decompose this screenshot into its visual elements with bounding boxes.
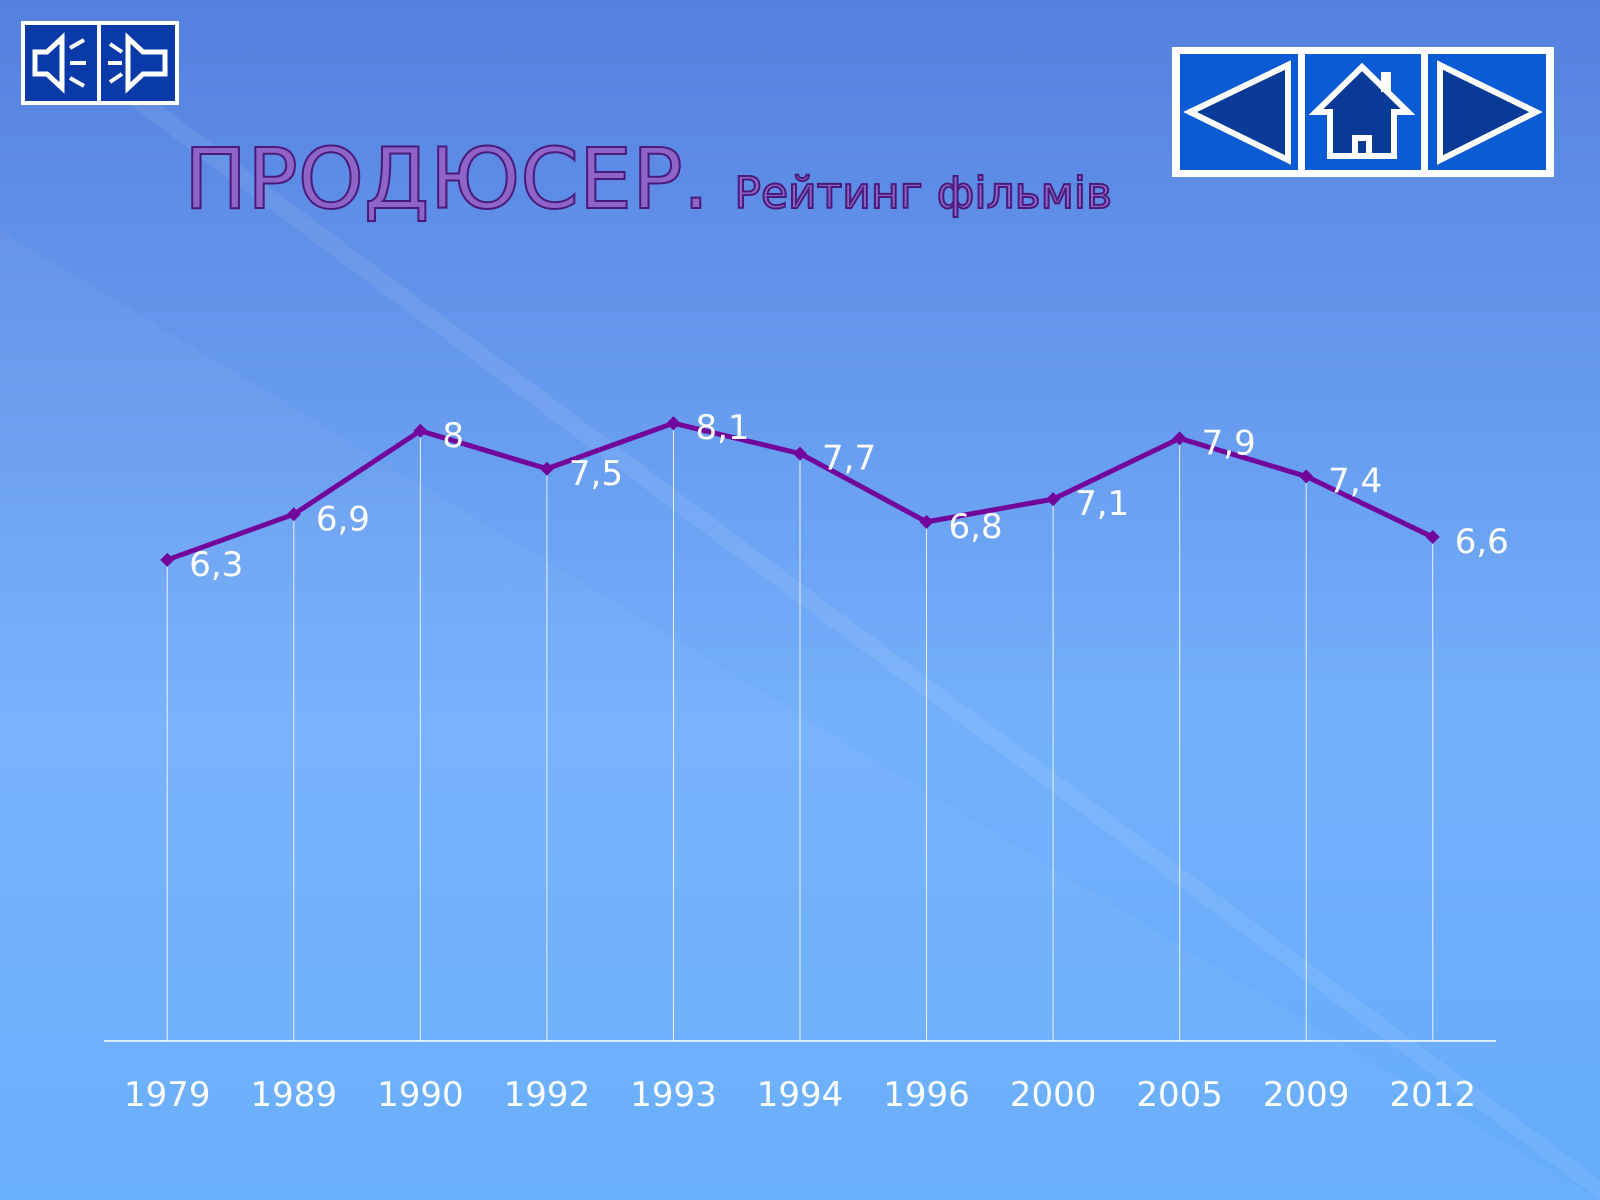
- marker: [286, 507, 301, 522]
- x-tick-label: 2009: [1263, 1075, 1350, 1115]
- marker: [793, 446, 807, 461]
- data-label: 7,9: [1202, 423, 1256, 463]
- data-label: 8: [442, 416, 464, 456]
- data-label: 7,1: [1075, 484, 1129, 524]
- marker: [160, 552, 175, 567]
- forward-button[interactable]: [1428, 54, 1546, 170]
- x-tick-label: 2012: [1389, 1075, 1476, 1115]
- marker: [1172, 431, 1187, 446]
- x-tick-label: 1996: [883, 1075, 970, 1115]
- data-label: 7,7: [822, 439, 876, 479]
- marker: [413, 423, 428, 438]
- title: ПРОДЮСЕР. Рейтинг фільмів: [184, 130, 1112, 228]
- data-label: 8,1: [695, 408, 749, 448]
- data-label: 6,9: [316, 499, 370, 539]
- data-label: 6,6: [1455, 522, 1509, 562]
- x-tick-label: 1992: [504, 1075, 591, 1115]
- marker: [1425, 530, 1440, 545]
- data-label: 7,4: [1328, 461, 1382, 501]
- chart-title: ПРОДЮСЕР.: [184, 130, 709, 228]
- data-label: 7,5: [569, 454, 623, 494]
- x-tick-label: 1993: [630, 1075, 717, 1115]
- data-label: 6,8: [949, 507, 1003, 547]
- marker: [1299, 469, 1314, 484]
- plot: 6,3 6,9 8 7,5 8,1 7,7 6,8 7,1 7,9 7,4 6,6 1979 1989 1…: [104, 408, 1509, 1115]
- home-button[interactable]: [1305, 54, 1421, 170]
- sound-buttons: [21, 21, 179, 105]
- back-button[interactable]: [1180, 54, 1298, 170]
- marker: [666, 416, 681, 431]
- x-tick-label: 1994: [757, 1075, 844, 1115]
- x-tick-label: 2005: [1136, 1075, 1223, 1115]
- marker: [1046, 492, 1061, 507]
- sound-off-button[interactable]: [97, 21, 179, 105]
- marker: [919, 514, 934, 529]
- x-tick-label: 2000: [1010, 1075, 1097, 1115]
- x-tick-label: 1989: [251, 1075, 338, 1115]
- chart-subtitle: Рейтинг фільмів: [734, 168, 1112, 219]
- background-stripe: [110, 90, 1600, 1200]
- x-tick-label: 1979: [124, 1075, 211, 1115]
- data-label: 6,3: [189, 545, 243, 585]
- x-tick-label: 1990: [377, 1075, 464, 1115]
- marker: [539, 461, 554, 476]
- sound-on-button[interactable]: [21, 21, 101, 105]
- nav-buttons: [1172, 47, 1554, 177]
